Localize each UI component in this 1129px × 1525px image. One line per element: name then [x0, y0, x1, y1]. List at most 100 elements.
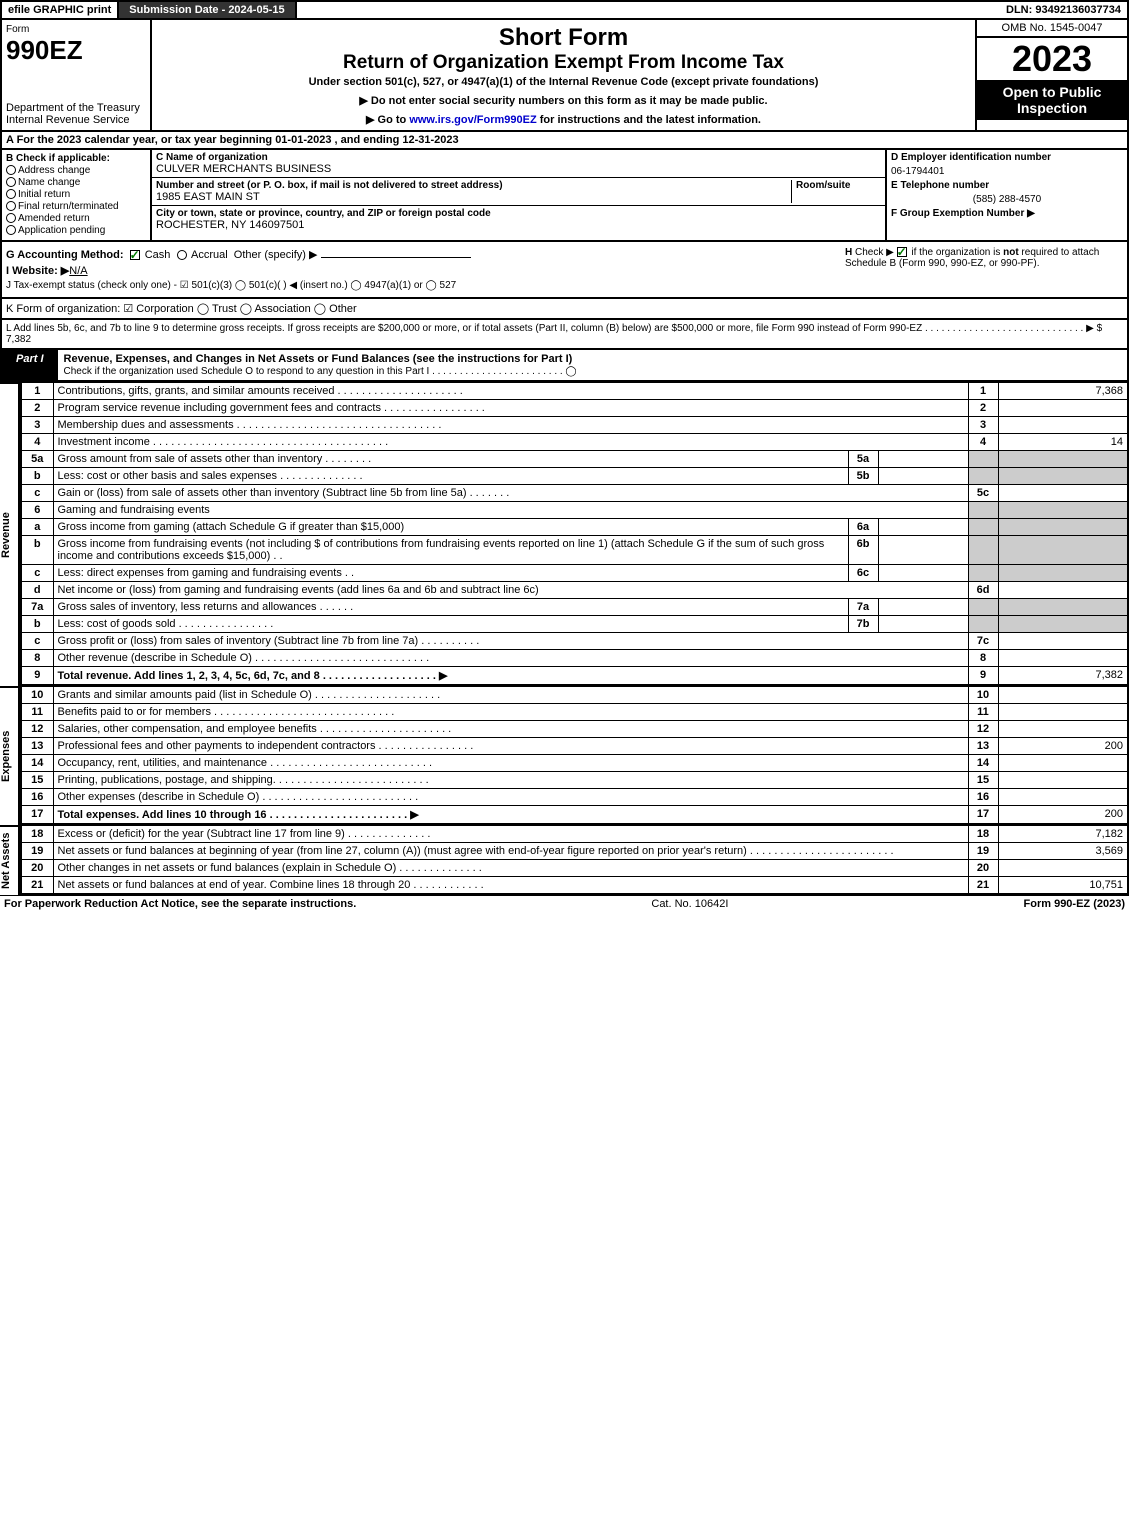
column-DEF: D Employer identification number 06-1794…	[887, 150, 1127, 240]
line-7c-value	[998, 633, 1128, 650]
chk-application-pending[interactable]: Application pending	[6, 225, 146, 236]
line-6c-value	[878, 565, 968, 582]
expenses-section: Expenses 10Grants and similar amounts pa…	[0, 686, 1129, 825]
open-to-public-badge: Open to Public Inspection	[977, 80, 1127, 120]
H-schedule-b-note: H Check ▶ if the organization is not req…	[843, 245, 1123, 271]
line-7a-value	[878, 599, 968, 616]
header-left: Form 990EZ Department of the Treasury In…	[2, 20, 152, 130]
line-15-value	[998, 772, 1128, 789]
netassets-section: Net Assets 18Excess or (deficit) for the…	[0, 825, 1129, 895]
netassets-table: 18Excess or (deficit) for the year (Subt…	[20, 825, 1129, 895]
line-16-value	[998, 789, 1128, 806]
top-bar: efile GRAPHIC print Submission Date - 20…	[0, 0, 1129, 20]
line-5b-value	[878, 468, 968, 485]
section-GHIJ: H Check ▶ if the organization is not req…	[0, 242, 1129, 299]
room-suite-label: Room/suite	[796, 180, 881, 191]
part-I-check-note: Check if the organization used Schedule …	[64, 366, 577, 377]
form-number: 990EZ	[6, 35, 146, 66]
line-6b-value	[878, 536, 968, 565]
row-A-tax-year: A For the 2023 calendar year, or tax yea…	[0, 132, 1129, 150]
L-gross-receipts-note: L Add lines 5b, 6c, and 7b to line 9 to …	[0, 320, 1129, 350]
K-form-of-organization: K Form of organization: ☑ Corporation ◯ …	[0, 299, 1129, 320]
line-5c-value	[998, 485, 1128, 502]
title-short-form: Short Form	[158, 24, 969, 52]
line-20-value	[998, 860, 1128, 877]
revenue-section: Revenue 1Contributions, gifts, grants, a…	[0, 382, 1129, 686]
efile-print-button[interactable]: efile GRAPHIC print	[2, 2, 119, 18]
line-19-value: 3,569	[998, 843, 1128, 860]
chk-amended-return[interactable]: Amended return	[6, 213, 146, 224]
phone-value: (585) 288-4570	[891, 194, 1123, 205]
ein-value: 06-1794401	[891, 166, 1123, 177]
F-group-exemption-label: F Group Exemption Number ▶	[891, 208, 1035, 219]
line-7b-value	[878, 616, 968, 633]
line-12-value	[998, 721, 1128, 738]
line-6d-value	[998, 582, 1128, 599]
dln-label: DLN: 93492136037734	[1000, 2, 1127, 18]
line-1-value: 7,368	[998, 383, 1128, 400]
chk-H-not-required[interactable]	[897, 247, 907, 257]
catalog-number: Cat. No. 10642I	[651, 898, 728, 910]
submission-date-button[interactable]: Submission Date - 2024-05-15	[119, 2, 296, 18]
chk-address-change[interactable]: Address change	[6, 165, 146, 176]
line-14-value	[998, 755, 1128, 772]
chk-final-return[interactable]: Final return/terminated	[6, 201, 146, 212]
line-8-value	[998, 650, 1128, 667]
section-B-through-F: B Check if applicable: Address change Na…	[0, 150, 1129, 242]
chk-name-change[interactable]: Name change	[6, 177, 146, 188]
line-21-value: 10,751	[998, 877, 1128, 895]
line-17-total-expenses: 200	[998, 806, 1128, 825]
C-city-label: City or town, state or province, country…	[156, 208, 881, 219]
form-word: Form	[6, 24, 146, 35]
B-label: B Check if applicable:	[6, 153, 146, 164]
part-I-tab: Part I	[2, 350, 58, 380]
E-phone-label: E Telephone number	[891, 180, 989, 191]
form-number-footer: Form 990-EZ (2023)	[1024, 898, 1125, 910]
omb-number: OMB No. 1545-0047	[977, 20, 1127, 38]
paperwork-notice: For Paperwork Reduction Act Notice, see …	[4, 898, 356, 910]
line-6a-value	[878, 519, 968, 536]
expenses-vertical-label: Expenses	[0, 686, 20, 825]
line-5a-value	[878, 451, 968, 468]
line-10-value	[998, 687, 1128, 704]
netassets-vertical-label: Net Assets	[0, 825, 20, 895]
column-C-org-info: C Name of organization CULVER MERCHANTS …	[152, 150, 887, 240]
org-address: 1985 EAST MAIN ST	[156, 191, 791, 203]
org-city: ROCHESTER, NY 146097501	[156, 219, 881, 231]
header-middle: Short Form Return of Organization Exempt…	[152, 20, 977, 130]
ssn-warning: ▶ Do not enter social security numbers o…	[158, 94, 969, 107]
line-11-value	[998, 704, 1128, 721]
department-label: Department of the Treasury Internal Reve…	[6, 102, 146, 126]
expenses-table: 10Grants and similar amounts paid (list …	[20, 686, 1129, 825]
chk-accrual[interactable]	[177, 250, 187, 260]
header-right: OMB No. 1545-0047 2023 Open to Public In…	[977, 20, 1127, 130]
form-header: Form 990EZ Department of the Treasury In…	[0, 20, 1129, 132]
revenue-vertical-label: Revenue	[0, 382, 20, 686]
line-18-value: 7,182	[998, 826, 1128, 843]
C-addr-label: Number and street (or P. O. box, if mail…	[156, 180, 791, 191]
page-footer: For Paperwork Reduction Act Notice, see …	[0, 895, 1129, 912]
line-3-value	[998, 417, 1128, 434]
spacer	[297, 2, 1000, 18]
org-name: CULVER MERCHANTS BUSINESS	[156, 163, 881, 175]
revenue-table: 1Contributions, gifts, grants, and simil…	[20, 382, 1129, 686]
part-I-title: Revenue, Expenses, and Changes in Net As…	[58, 350, 1127, 380]
goto-instructions: ▶ Go to www.irs.gov/Form990EZ for instru…	[158, 113, 969, 126]
chk-initial-return[interactable]: Initial return	[6, 189, 146, 200]
tax-year: 2023	[977, 38, 1127, 80]
part-I-header: Part I Revenue, Expenses, and Changes in…	[0, 350, 1129, 382]
line-9-total-revenue: 7,382	[998, 667, 1128, 686]
subnote-section: Under section 501(c), 527, or 4947(a)(1)…	[158, 76, 969, 88]
columns-CDEF: C Name of organization CULVER MERCHANTS …	[152, 150, 1127, 240]
chk-cash[interactable]	[130, 250, 140, 260]
line-4-value: 14	[998, 434, 1128, 451]
column-B-checkboxes: B Check if applicable: Address change Na…	[2, 150, 152, 240]
D-ein-label: D Employer identification number	[891, 152, 1051, 163]
irs-link[interactable]: www.irs.gov/Form990EZ	[409, 114, 536, 126]
line-2-value	[998, 400, 1128, 417]
C-name-label: C Name of organization	[156, 152, 881, 163]
website-value: N/A	[69, 265, 87, 277]
line-13-value: 200	[998, 738, 1128, 755]
J-tax-exempt-status: J Tax-exempt status (check only one) - ☑…	[6, 280, 1123, 291]
title-return: Return of Organization Exempt From Incom…	[158, 52, 969, 74]
